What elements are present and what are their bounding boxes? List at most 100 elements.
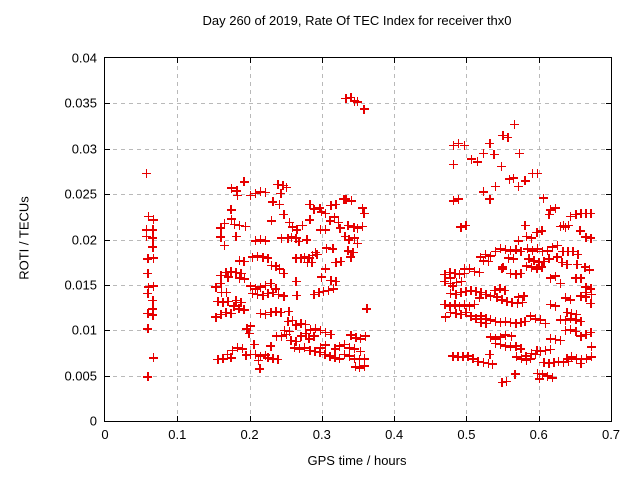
data-point [519, 291, 529, 301]
data-point [256, 308, 266, 318]
data-point [242, 324, 252, 334]
data-point [253, 289, 263, 299]
data-point [486, 332, 495, 342]
data-point [326, 276, 336, 286]
data-point [535, 315, 545, 325]
data-point [529, 256, 539, 266]
data-point [216, 223, 226, 233]
x-tick-label: 0.5 [457, 427, 476, 442]
x-tick-mark [249, 58, 251, 63]
data-point [273, 180, 283, 190]
data-point [530, 349, 540, 359]
data-point [456, 309, 466, 319]
data-point [235, 273, 245, 283]
data-point [279, 291, 289, 301]
y-tick-label: 0 [89, 413, 97, 429]
data-point [321, 340, 331, 350]
y-tick-mark [606, 239, 611, 241]
y-tick-mark [606, 194, 611, 196]
data-point [503, 132, 513, 142]
data-point [358, 203, 368, 213]
data-point [246, 281, 256, 291]
data-point [478, 149, 488, 159]
data-point [587, 289, 597, 299]
data-point [586, 233, 596, 243]
data-point [453, 352, 463, 362]
x-tick-mark [466, 416, 468, 421]
x-tick-mark [394, 58, 396, 63]
data-point [355, 355, 365, 365]
data-point [331, 258, 341, 268]
data-point [216, 270, 226, 280]
data-point [274, 264, 284, 274]
x-tick-mark [394, 416, 396, 421]
data-point [218, 354, 228, 364]
data-point [572, 309, 582, 319]
data-point [312, 249, 322, 259]
data-point [478, 357, 488, 367]
data-point [234, 304, 244, 314]
data-point [586, 327, 596, 337]
data-point [476, 311, 486, 321]
data-point [522, 261, 532, 271]
data-point [282, 182, 292, 192]
data-point [512, 352, 522, 362]
data-point [141, 225, 151, 235]
data-point [291, 233, 301, 243]
data-point [448, 351, 458, 361]
data-point [501, 330, 511, 340]
data-point [495, 284, 505, 294]
data-point [585, 265, 595, 275]
data-point [475, 268, 485, 278]
data-point [483, 358, 493, 368]
data-point [266, 308, 276, 317]
data-point [454, 269, 464, 279]
data-point [355, 334, 365, 344]
data-point [486, 291, 495, 301]
data-point [251, 189, 261, 199]
data-point [480, 249, 490, 259]
data-point [491, 338, 501, 348]
data-point [520, 317, 530, 327]
data-point [251, 349, 261, 359]
data-point [258, 252, 268, 262]
data-point [359, 209, 369, 219]
data-point [251, 284, 261, 294]
data-point [496, 339, 506, 349]
data-point [561, 293, 571, 303]
data-point [571, 327, 581, 337]
data-point [294, 237, 304, 247]
data-point [287, 222, 297, 232]
data-point [446, 308, 456, 317]
y-tick-label: 0.01 [71, 322, 97, 338]
data-point [461, 220, 471, 230]
data-point [501, 341, 511, 351]
data-point [440, 269, 450, 279]
data-point [307, 258, 317, 268]
data-point [461, 287, 471, 297]
data-point [562, 354, 572, 364]
data-point [143, 324, 153, 334]
data-point [472, 157, 482, 167]
data-point [239, 257, 249, 267]
data-point [454, 301, 464, 311]
data-point [466, 286, 476, 296]
data-point [308, 250, 318, 260]
data-point [506, 268, 516, 278]
data-point [572, 259, 582, 269]
data-point [227, 183, 237, 193]
data-point [511, 318, 521, 328]
data-point [486, 251, 495, 261]
data-point [358, 221, 368, 231]
data-point [300, 343, 310, 353]
data-point [353, 97, 362, 107]
data-point [345, 351, 355, 361]
y-gridline [105, 284, 611, 286]
y-tick-mark [105, 284, 110, 286]
data-point [355, 347, 365, 357]
x-tick-label: 0.3 [312, 427, 331, 442]
data-point [148, 242, 158, 252]
data-point [320, 349, 330, 359]
data-point [325, 351, 335, 361]
data-point [514, 236, 524, 246]
